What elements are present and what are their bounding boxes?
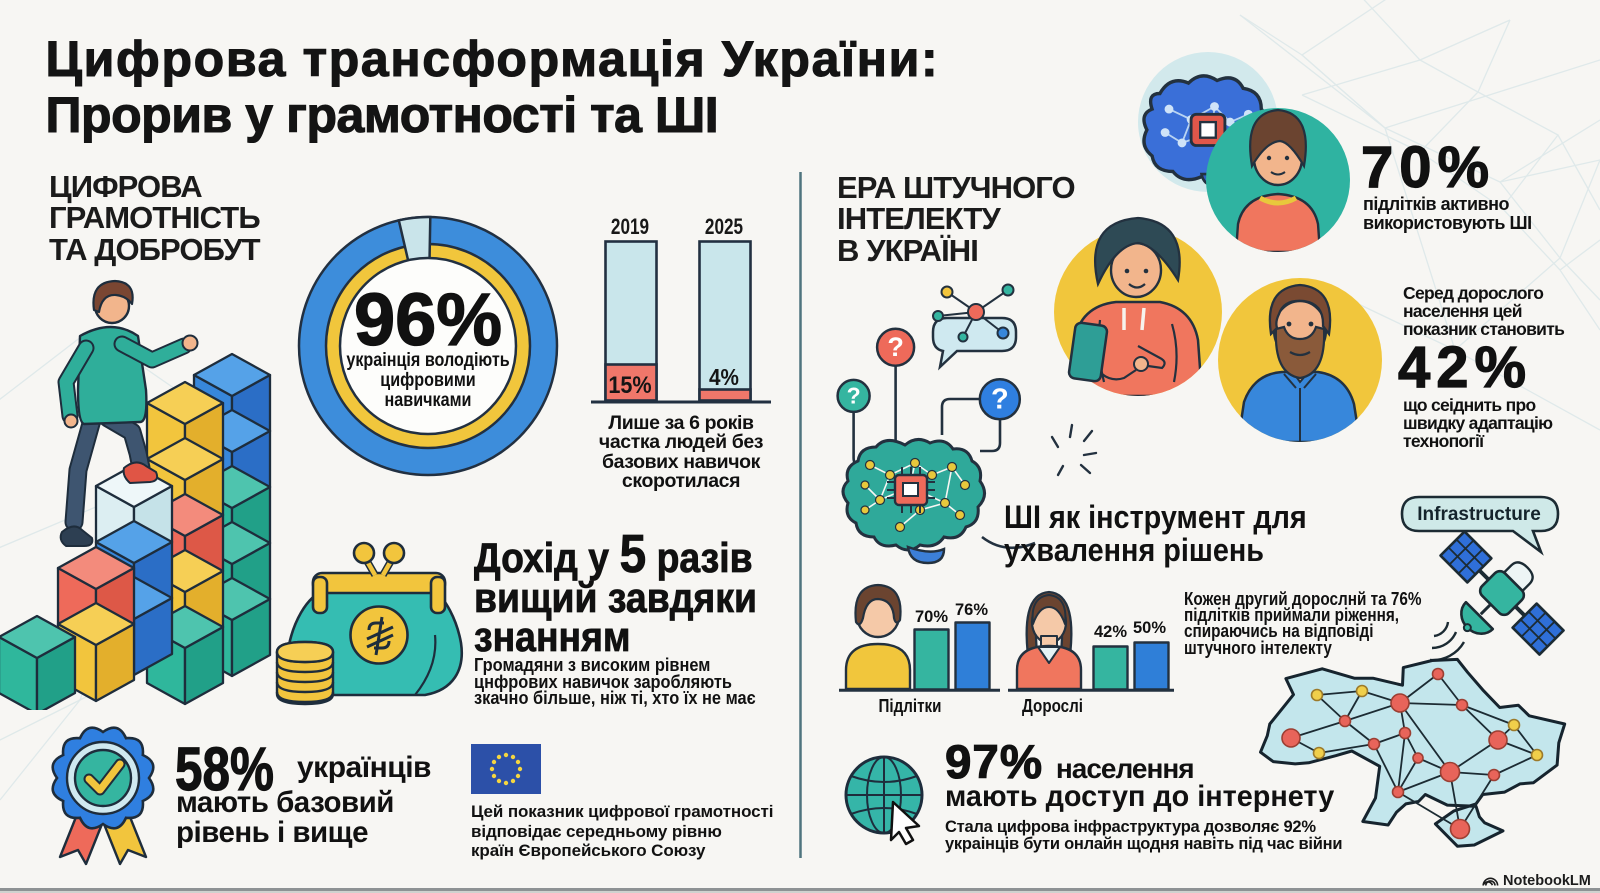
- svg-text:Infrastructure: Infrastructure: [1417, 504, 1541, 525]
- svg-text:?: ?: [847, 383, 861, 409]
- svg-text:?: ?: [887, 332, 904, 362]
- svg-text:?: ?: [991, 384, 1009, 416]
